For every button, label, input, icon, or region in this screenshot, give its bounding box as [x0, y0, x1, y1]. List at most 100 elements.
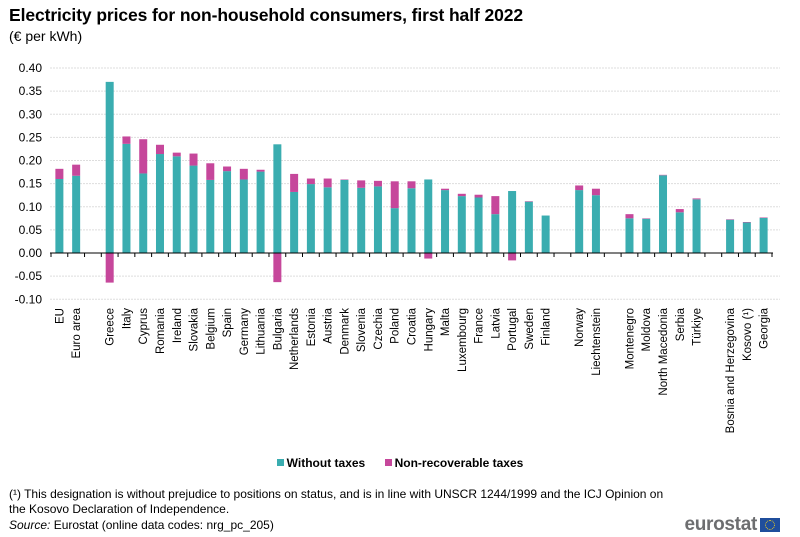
x-tick-label: Serbia [675, 307, 687, 341]
x-tick-label: Romania [155, 307, 167, 354]
x-tick-label: Greece [105, 308, 117, 346]
x-tick-label: Latvia [490, 307, 502, 338]
bar-non-recoverable-taxes [105, 253, 114, 283]
bar-without-taxes [373, 186, 382, 253]
x-tick-label: Poland [390, 308, 402, 344]
x-tick-label: Slovenia [356, 307, 368, 352]
x-tick-label: Georgia [759, 307, 771, 349]
source-note: Source: Eurostat (online data codes: nrg… [9, 518, 274, 532]
x-tick-label: Türkiye [692, 308, 704, 346]
footnote: (¹) This designation is without prejudic… [9, 487, 664, 516]
x-tick-label: Netherlands [289, 308, 301, 370]
eu-flag-icon [760, 518, 780, 532]
bar-without-taxes [155, 154, 164, 253]
chart-subtitle: (€ per kWh) [9, 28, 83, 44]
legend: Without taxes Non-recoverable taxes [0, 455, 800, 470]
y-axis-ticks: 0.40 0.35 0.30 0.25 0.20 0.15 0.10 0.05 0.00 -0.0… [15, 61, 43, 306]
bars [55, 81, 768, 283]
bar-without-taxes [340, 179, 349, 253]
bar-without-taxes [390, 208, 399, 253]
x-tick-label: Cyprus [138, 308, 150, 345]
bar-non-recoverable-taxes [474, 194, 483, 198]
y-tick-label: 0.30 [19, 107, 43, 121]
bar-without-taxes [474, 197, 483, 253]
x-tick-label: North Macedonia [658, 307, 670, 395]
bar-non-recoverable-taxes [625, 214, 634, 219]
bar-without-taxes [457, 196, 466, 253]
bar-without-taxes [189, 165, 198, 253]
bar-without-taxes [491, 214, 500, 253]
bar-non-recoverable-taxes [591, 188, 600, 196]
bar-without-taxes [105, 81, 114, 253]
x-tick-label: Belgium [205, 308, 217, 350]
eurostat-logo: eurostat [684, 514, 780, 536]
x-tick-label: Bulgaria [272, 307, 284, 350]
bar-without-taxes [424, 179, 433, 253]
bar-non-recoverable-taxes [575, 185, 584, 191]
bar-without-taxes [122, 143, 131, 253]
y-tick-label: 0.20 [19, 154, 43, 168]
x-tick-label: EU [54, 308, 66, 324]
bar-without-taxes [139, 173, 148, 253]
bar-without-taxes [508, 191, 517, 253]
bar-non-recoverable-taxes [206, 163, 215, 180]
x-tick-label: Czechia [373, 307, 385, 349]
x-tick-label: Bosnia and Herzegovina [725, 307, 737, 433]
bar-non-recoverable-taxes [189, 153, 198, 166]
x-tick-label: Slovakia [189, 307, 201, 351]
y-tick-label: 0.00 [19, 246, 43, 260]
bar-without-taxes [759, 217, 768, 253]
bar-without-taxes [625, 218, 634, 253]
bar-non-recoverable-taxes [457, 193, 466, 197]
y-tick-label: -0.05 [15, 269, 43, 283]
y-tick-label: 0.05 [19, 223, 43, 237]
bar-without-taxes [675, 212, 684, 253]
x-axis-labels: EU Euro area Greece Italy Cyprus Romania Irela… [54, 307, 770, 433]
y-tick-label: 0.35 [19, 84, 43, 98]
bar-non-recoverable-taxes [390, 181, 399, 209]
bar-non-recoverable-taxes [675, 209, 684, 213]
x-tick-label: Denmark [339, 308, 351, 355]
legend-item-without-taxes: Without taxes [276, 455, 366, 470]
bar-non-recoverable-taxes [239, 168, 248, 180]
bar-non-recoverable-taxes [290, 173, 299, 192]
bar-without-taxes [290, 191, 299, 253]
bar-without-taxes [239, 179, 248, 253]
bar-non-recoverable-taxes [373, 180, 382, 187]
bar-non-recoverable-taxes [155, 144, 164, 155]
source-label: Source: [9, 518, 51, 532]
x-tick-label: Finland [541, 308, 553, 346]
bar-non-recoverable-taxes [424, 253, 433, 259]
legend-swatch-non-recoverable-taxes [384, 459, 392, 466]
bar-without-taxes [306, 184, 315, 253]
bar-non-recoverable-taxes [122, 136, 131, 144]
bar-without-taxes [659, 175, 668, 253]
x-tick-label: Portugal [507, 308, 519, 351]
bar-non-recoverable-taxes [273, 253, 282, 283]
bar-non-recoverable-taxes [441, 188, 450, 191]
bar-non-recoverable-taxes [508, 253, 517, 261]
bar-non-recoverable-taxes [692, 198, 701, 200]
bar-non-recoverable-taxes [139, 139, 148, 174]
logo-text: eurostat [684, 514, 757, 535]
legend-label: Without taxes [286, 455, 366, 470]
x-tick-label: Lithuania [256, 307, 268, 354]
x-tick-label: Kosovo (¹) [742, 308, 754, 361]
bar-without-taxes [441, 190, 450, 253]
chart-title: Electricity prices for non-household con… [9, 5, 523, 25]
x-tick-label: Luxembourg [457, 308, 469, 372]
bar-non-recoverable-taxes [223, 166, 232, 172]
x-tick-label: Austria [323, 307, 335, 343]
x-tick-label: Sweden [524, 308, 536, 350]
bar-without-taxes [541, 215, 550, 253]
bar-without-taxes [642, 218, 651, 253]
x-tick-label: Ireland [172, 308, 184, 343]
bar-without-taxes [206, 179, 215, 253]
bar-without-taxes [172, 156, 181, 253]
legend-swatch-without-taxes [276, 459, 284, 466]
bar-non-recoverable-taxes [55, 168, 64, 179]
bar-without-taxes [591, 195, 600, 253]
bar-non-recoverable-taxes [172, 152, 181, 157]
x-tick-label: Hungary [423, 308, 435, 352]
bar-non-recoverable-taxes [256, 169, 265, 172]
